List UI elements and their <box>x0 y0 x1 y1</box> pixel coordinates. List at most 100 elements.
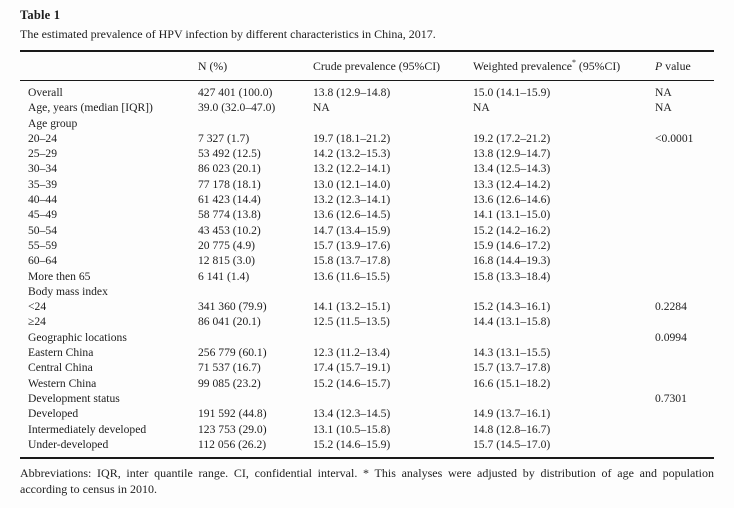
cell-weighted-prevalence: 13.3 (12.4–14.2) <box>473 177 551 191</box>
cell-n-percent: 112 056 (26.2) <box>198 437 267 451</box>
col-header-weighted-prevalence: Weighted prevalence* (95%CI) <box>473 51 655 81</box>
row-label: Overall <box>28 86 63 99</box>
col-header-n: N (%) <box>198 51 313 81</box>
cell-pvalue: 0.2284 <box>655 300 687 314</box>
cell-crude-prevalence: 15.7 (13.9–17.6) <box>313 238 391 252</box>
table-row: More then 65 6 141 (1.4) 13.6 (11.6–15.5) 1… <box>20 269 714 284</box>
row-label: Age group <box>28 116 78 130</box>
pvalue-header-p: P <box>655 59 663 73</box>
row-label: <24 <box>28 300 47 314</box>
table-row: Central China 71 537 (16.7) 17.4 (15.7–19.… <box>20 360 714 375</box>
row-label: Age, years (median [IQR]) <box>28 101 153 115</box>
cell-weighted-prevalence: 15.7 (13.7–17.8) <box>473 361 551 375</box>
cell-n-percent: 61 423 (14.4) <box>198 193 261 207</box>
cell-pvalue <box>655 116 714 131</box>
cell-n-percent: 77 178 (18.1) <box>198 177 261 191</box>
table-row: Overall 427 401 (100.0) 13.8 (12.9–14.8) 15… <box>20 81 714 101</box>
cell-weighted-prevalence: 15.2 (14.3–16.1) <box>473 300 551 314</box>
cell-n-percent <box>198 284 313 299</box>
cell-pvalue <box>655 376 714 391</box>
cell-n-percent: 256 779 (60.1) <box>198 346 267 360</box>
cell-pvalue: NA <box>655 86 672 99</box>
row-label: 30–34 <box>28 162 57 176</box>
cell-n-percent: 20 775 (4.9) <box>198 238 255 252</box>
cell-weighted-prevalence: 13.8 (12.9–14.7) <box>473 147 551 161</box>
table-row: 50–54 43 453 (10.2) 14.7 (13.4–15.9) 15.2 (… <box>20 223 714 238</box>
cell-weighted-prevalence: 15.8 (13.3–18.4) <box>473 269 551 283</box>
cell-weighted-prevalence: 16.6 (15.1–18.2) <box>473 376 551 390</box>
row-label: Western China <box>28 376 97 390</box>
cell-crude-prevalence: 13.2 (12.2–14.1) <box>313 162 391 176</box>
row-label: 55–59 <box>28 238 57 252</box>
table-label: Table 1 <box>20 8 61 22</box>
row-label: Under-developed <box>28 437 109 451</box>
row-label: Intermediately developed <box>28 422 147 436</box>
table-row: ≥24 86 041 (20.1) 12.5 (11.5–13.5) 14.4 (13… <box>20 314 714 329</box>
cell-weighted-prevalence: 19.2 (17.2–21.2) <box>473 131 551 145</box>
table-row: Geographic locations 0.0994 <box>20 330 714 345</box>
cell-pvalue <box>655 345 714 360</box>
cell-pvalue: 0.0994 <box>655 330 687 344</box>
cell-weighted-prevalence: 16.8 (14.4–19.3) <box>473 254 551 268</box>
row-label: 35–39 <box>28 177 57 191</box>
cell-n-percent: 86 041 (20.1) <box>198 315 261 329</box>
cell-n-percent: 12 815 (3.0) <box>198 254 255 268</box>
cell-crude-prevalence: 15.2 (14.6–15.7) <box>313 376 391 390</box>
cell-weighted-prevalence: NA <box>473 101 490 115</box>
cell-n-percent: 39.0 (32.0–47.0) <box>198 101 276 115</box>
cell-weighted-prevalence: 14.9 (13.7–16.1) <box>473 407 551 421</box>
cell-crude-prevalence: 13.8 (12.9–14.8) <box>313 86 391 99</box>
cell-weighted-prevalence: 13.6 (12.6–14.6) <box>473 193 551 207</box>
table-row: Western China 99 085 (23.2) 15.2 (14.6–15.… <box>20 376 714 391</box>
cell-weighted-prevalence: 15.0 (14.1–15.9) <box>473 86 551 99</box>
row-label: 45–49 <box>28 208 57 222</box>
table-row: 30–34 86 023 (20.1) 13.2 (12.2–14.1) 13.4 (… <box>20 161 714 176</box>
cell-crude-prevalence: 13.2 (12.3–14.1) <box>313 193 391 207</box>
table-body: Overall 427 401 (100.0) 13.8 (12.9–14.8) 15… <box>20 81 714 459</box>
cell-weighted-prevalence <box>473 391 655 406</box>
cell-n-percent <box>198 391 313 406</box>
cell-crude-prevalence: 19.7 (18.1–21.2) <box>313 131 391 145</box>
cell-pvalue <box>655 269 714 284</box>
cell-crude-prevalence: 14.2 (13.2–15.3) <box>313 147 391 161</box>
cell-crude-prevalence: 13.6 (12.6–14.5) <box>313 208 391 222</box>
cell-weighted-prevalence: 15.2 (14.2–16.2) <box>473 223 551 237</box>
cell-pvalue <box>655 422 714 437</box>
cell-n-percent: 43 453 (10.2) <box>198 223 261 237</box>
cell-crude-prevalence <box>313 116 473 131</box>
cell-n-percent: 6 141 (1.4) <box>198 269 250 283</box>
cell-crude-prevalence: 14.1 (13.2–15.1) <box>313 300 391 314</box>
row-label: More then 65 <box>28 269 91 283</box>
cell-weighted-prevalence: 15.9 (14.6–17.2) <box>473 238 551 252</box>
cell-crude-prevalence: 12.5 (11.5–13.5) <box>313 315 390 329</box>
cell-n-percent <box>198 330 313 345</box>
table-row: 55–59 20 775 (4.9) 15.7 (13.9–17.6) 15.9 (1… <box>20 238 714 253</box>
cell-n-percent: 86 023 (20.1) <box>198 162 261 176</box>
cell-n-percent: 123 753 (29.0) <box>198 422 267 436</box>
weighted-header-asterisk: * <box>571 58 576 68</box>
cell-weighted-prevalence <box>473 284 655 299</box>
cell-pvalue: 0.7301 <box>655 391 687 405</box>
cell-pvalue <box>655 437 714 458</box>
cell-pvalue <box>655 207 714 222</box>
cell-weighted-prevalence: 14.1 (13.1–15.0) <box>473 208 551 222</box>
cell-crude-prevalence: 12.3 (11.2–13.4) <box>313 346 390 360</box>
cell-n-percent <box>198 116 313 131</box>
cell-n-percent: 341 360 (79.9) <box>198 300 267 314</box>
prevalence-table: N (%) Crude prevalence (95%CI) Weighted … <box>20 50 714 460</box>
cell-pvalue <box>655 192 714 207</box>
cell-crude-prevalence <box>313 391 473 406</box>
cell-weighted-prevalence: 14.3 (13.1–15.5) <box>473 346 551 360</box>
table-caption: The estimated prevalence of HPV infectio… <box>20 27 436 41</box>
cell-crude-prevalence: 15.2 (14.6–15.9) <box>313 437 391 451</box>
cell-weighted-prevalence <box>473 330 655 345</box>
col-header-characteristic <box>20 51 198 81</box>
table-row: <24 341 360 (79.9) 14.1 (13.2–15.1) 15.2 (1… <box>20 299 714 314</box>
weighted-header-ci: (95%CI) <box>575 59 621 73</box>
cell-pvalue: NA <box>655 101 672 115</box>
row-label: 40–44 <box>28 193 57 207</box>
cell-crude-prevalence: 13.4 (12.3–14.5) <box>313 407 391 421</box>
row-label: Central China <box>28 361 93 375</box>
table-row: 35–39 77 178 (18.1) 13.0 (12.1–14.0) 13.3 (… <box>20 177 714 192</box>
